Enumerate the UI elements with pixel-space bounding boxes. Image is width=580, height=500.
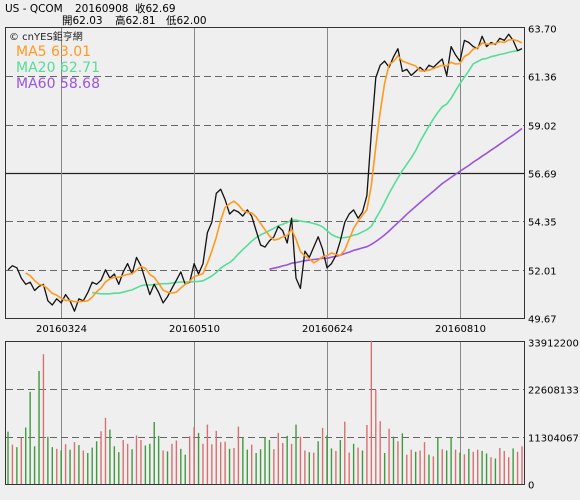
volume-tick-label: 22608133 — [528, 386, 579, 397]
price-tick-label: 56.69 — [528, 170, 557, 181]
volume-tick-label: 11304067 — [528, 434, 579, 445]
price-tick-label: 59.02 — [528, 122, 557, 133]
legend-ma20: MA20 62.71 — [16, 60, 100, 76]
ma20-line — [92, 47, 523, 295]
legend-ma5: MA5 63.01 — [16, 44, 91, 60]
header-low: 低62.00 — [166, 14, 207, 27]
source-label: © cnYES鉅亨網 — [9, 30, 83, 43]
volume-tick-label: 33912200 — [528, 339, 579, 350]
header-high: 高62.81 — [115, 14, 156, 27]
header-symbol: US - QCOM — [5, 3, 63, 15]
volume-tick-label: 0 — [528, 481, 534, 492]
price-lines — [7, 33, 523, 312]
price-tick-label: 63.70 — [528, 25, 557, 36]
price-tick-label: 61.36 — [528, 73, 557, 84]
price-line — [7, 33, 523, 312]
ma5-line — [25, 38, 523, 303]
price-tick-label: 49.67 — [528, 315, 557, 326]
legend-ma60: MA60 58.68 — [16, 76, 100, 92]
header-open: 開62.03 — [62, 15, 103, 27]
header-close: 收62.69 — [135, 2, 176, 15]
volume-bars — [7, 340, 523, 484]
axis-labels: 63.70 61.36 59.02 56.69 54.35 52.01 49.67 20160… — [36, 25, 579, 492]
price-tick-label: 52.01 — [528, 267, 557, 278]
date-tick-label: 20160810 — [435, 324, 486, 335]
header-date: 20160908 — [75, 3, 128, 15]
date-tick-label: 20160324 — [36, 324, 87, 335]
date-tick-label: 20160624 — [302, 324, 353, 335]
date-tick-label: 20160510 — [169, 324, 220, 335]
price-tick-label: 54.35 — [528, 218, 557, 229]
